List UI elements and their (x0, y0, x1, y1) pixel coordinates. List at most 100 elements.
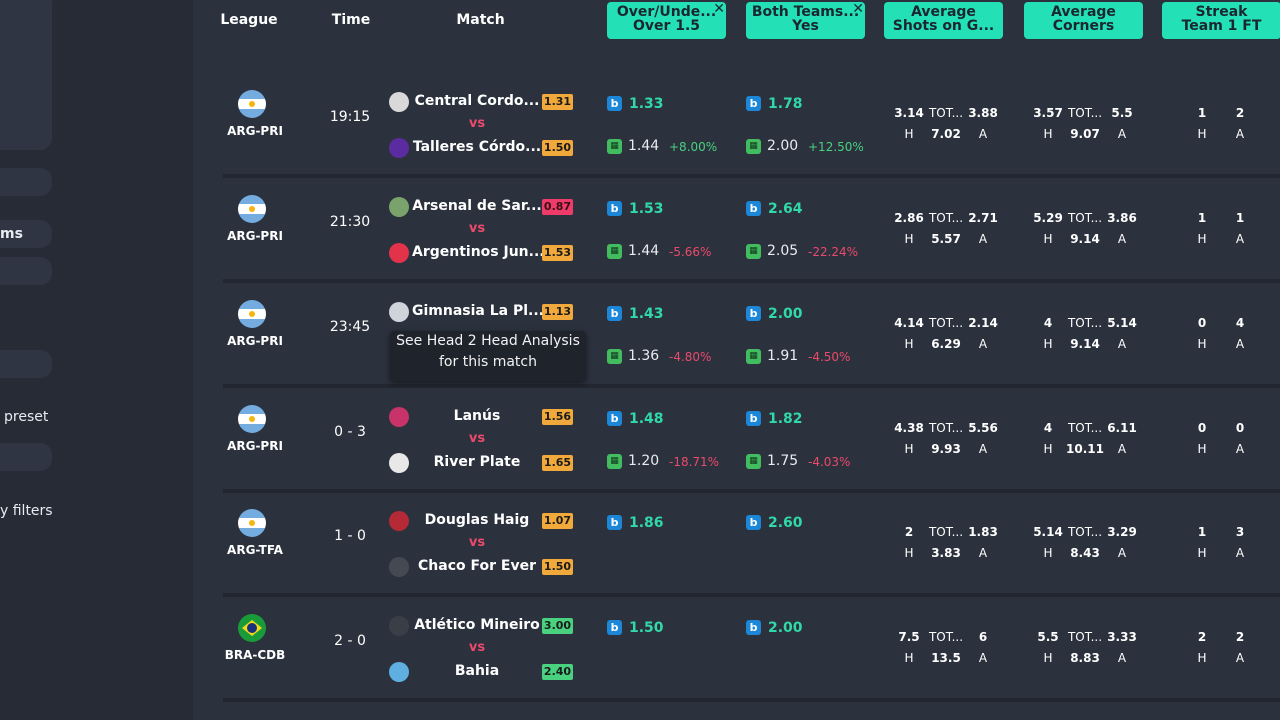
bookmaker-alt-icon[interactable]: ▦ (607, 139, 622, 154)
streak-home: 1 (1197, 211, 1207, 225)
streak-home: 2 (1197, 630, 1207, 644)
league-code[interactable]: ARG-PRI (227, 439, 283, 453)
sidebar-item[interactable] (0, 257, 52, 285)
table-row[interactable]: ARG-PRI 0 - 3 Lanús 1.56 vs River Plate 1.65 b 1… (223, 386, 1280, 488)
header-time[interactable]: Time (331, 12, 371, 28)
shots-total: 7.02 (931, 127, 961, 141)
filter-avg-shots[interactable]: Average Shots on G... (884, 2, 1003, 39)
sidebar-item[interactable] (0, 443, 52, 471)
home-team-name[interactable]: Arsenal de Sar... (412, 198, 542, 214)
both-teams-odd[interactable]: 1.78 (768, 96, 803, 112)
corners-total-label: TOT... (1067, 316, 1103, 330)
bookmaker-b-icon[interactable]: b (607, 411, 622, 426)
table-row[interactable]: BRA-CDB 2 - 0 Atlético Mineiro 3.00 vs Bahia 2… (223, 595, 1280, 697)
league-code[interactable]: ARG-PRI (227, 124, 283, 138)
bookmaker-alt-icon[interactable]: ▦ (746, 349, 761, 364)
sidebar-item[interactable] (0, 168, 52, 196)
over-under-odd[interactable]: 1.53 (629, 201, 664, 217)
table-row[interactable]: ARG-PRI 21:30 Arsenal de Sar... 0.87 vs Argen… (223, 176, 1280, 278)
country-flag-icon (238, 195, 266, 223)
league-code[interactable]: ARG-TFA (227, 543, 283, 557)
over-under-odd[interactable]: 1.33 (629, 96, 664, 112)
home-team-name[interactable]: Atlético Mineiro (414, 617, 540, 633)
away-team-name[interactable]: Bahia (454, 663, 500, 679)
sidebar-item-filters-label[interactable]: y filters (0, 503, 53, 519)
bookmaker-b-icon[interactable]: b (607, 620, 622, 635)
corners-away-label: A (1117, 127, 1127, 141)
league-code[interactable]: BRA-CDB (224, 648, 286, 662)
table-row[interactable]: ARG-PRI 19:15 Central Cordo... 1.31 vs Taller… (223, 71, 1280, 173)
header-match[interactable]: Match (456, 12, 505, 28)
sidebar-item-preset-label[interactable]: preset (4, 409, 49, 425)
league-code[interactable]: ARG-PRI (227, 334, 283, 348)
both-teams-alt-odd[interactable]: 2.05 (767, 243, 799, 259)
filter-over-under[interactable]: Over/Unde... Over 1.5 ✕ (607, 2, 726, 39)
close-icon[interactable]: ✕ (852, 1, 864, 17)
over-under-alt-odd[interactable]: 1.20 (628, 453, 660, 469)
both-teams-alt-odd[interactable]: 1.75 (767, 453, 799, 469)
over-under-alt-odd[interactable]: 1.44 (628, 138, 660, 154)
bookmaker-alt-icon[interactable]: ▦ (746, 139, 761, 154)
filter-both-teams[interactable]: Both Teams... Yes ✕ (746, 2, 865, 39)
corners-home: 5.29 (1033, 211, 1063, 225)
versus-label: vs (468, 535, 486, 550)
bookmaker-alt-icon[interactable]: ▦ (746, 244, 761, 259)
home-team-name[interactable]: Gimnasia La Pl... (412, 303, 542, 319)
corners-away-label: A (1117, 442, 1127, 456)
bookmaker-b-icon[interactable]: b (746, 411, 761, 426)
versus-label: vs (468, 221, 486, 236)
away-team-name[interactable]: Talleres Córdo... (412, 139, 542, 155)
close-icon[interactable]: ✕ (713, 1, 725, 17)
versus-label: vs (468, 431, 486, 446)
home-team-name[interactable]: Central Cordo... (414, 93, 540, 109)
bookmaker-b-icon[interactable]: b (607, 96, 622, 111)
bookmaker-b-icon[interactable]: b (607, 515, 622, 530)
shots-home: 2.86 (894, 211, 924, 225)
sidebar: ms preset y filters (0, 0, 193, 720)
shots-total-label: TOT... (928, 630, 964, 644)
bookmaker-b-icon[interactable]: b (746, 96, 761, 111)
header-league[interactable]: League (220, 12, 278, 28)
away-team-name[interactable]: River Plate (433, 454, 521, 470)
home-team-name[interactable]: Lanús (453, 408, 501, 424)
both-teams-odd[interactable]: 2.00 (768, 620, 803, 636)
away-team-name[interactable]: Argentinos Jun... (412, 244, 542, 260)
bookmaker-b-icon[interactable]: b (746, 515, 761, 530)
bookmaker-alt-icon[interactable]: ▦ (746, 454, 761, 469)
both-teams-odd[interactable]: 2.00 (768, 306, 803, 322)
streak-away: 1 (1235, 211, 1245, 225)
bookmaker-b-icon[interactable]: b (746, 306, 761, 321)
sidebar-item[interactable] (0, 350, 52, 378)
table-row[interactable]: ARG-PRI 23:45 Gimnasia La Pl... 1.13 b 1.43 ▦ 1… (223, 281, 1280, 383)
bookmaker-alt-icon[interactable]: ▦ (607, 349, 622, 364)
bookmaker-b-icon[interactable]: b (607, 201, 622, 216)
away-team-name[interactable]: Chaco For Ever (418, 558, 536, 574)
both-teams-alt-odd[interactable]: 1.91 (767, 348, 799, 364)
bookmaker-b-icon[interactable]: b (746, 201, 761, 216)
both-teams-odd[interactable]: 2.60 (768, 515, 803, 531)
home-team-name[interactable]: Douglas Haig (424, 512, 530, 528)
filter-avg-corners[interactable]: Average Corners (1024, 2, 1143, 39)
sidebar-item-teams[interactable] (0, 220, 52, 248)
streak-away: 2 (1235, 106, 1245, 120)
over-under-odd[interactable]: 1.48 (629, 411, 664, 427)
row-divider (223, 489, 1280, 493)
bookmaker-alt-icon[interactable]: ▦ (607, 244, 622, 259)
match-time: 21:30 (329, 214, 371, 230)
both-teams-alt-odd[interactable]: 2.00 (767, 138, 799, 154)
streak-away-label: A (1235, 442, 1245, 456)
both-teams-odd[interactable]: 1.82 (768, 411, 803, 427)
over-under-odd[interactable]: 1.43 (629, 306, 664, 322)
league-code[interactable]: ARG-PRI (227, 229, 283, 243)
over-under-odd[interactable]: 1.50 (629, 620, 664, 636)
over-under-alt-odd[interactable]: 1.44 (628, 243, 660, 259)
bookmaker-b-icon[interactable]: b (607, 306, 622, 321)
over-under-alt-odd[interactable]: 1.36 (628, 348, 660, 364)
table-row[interactable]: ARG-TFA 1 - 0 Douglas Haig 1.07 vs Chaco For … (223, 490, 1280, 592)
filter-streak[interactable]: Streak Team 1 FT (1162, 2, 1280, 39)
over-under-odd[interactable]: 1.86 (629, 515, 664, 531)
both-teams-odd[interactable]: 2.64 (768, 201, 803, 217)
bookmaker-b-icon[interactable]: b (746, 620, 761, 635)
bookmaker-alt-icon[interactable]: ▦ (607, 454, 622, 469)
match-time: 19:15 (329, 109, 371, 125)
